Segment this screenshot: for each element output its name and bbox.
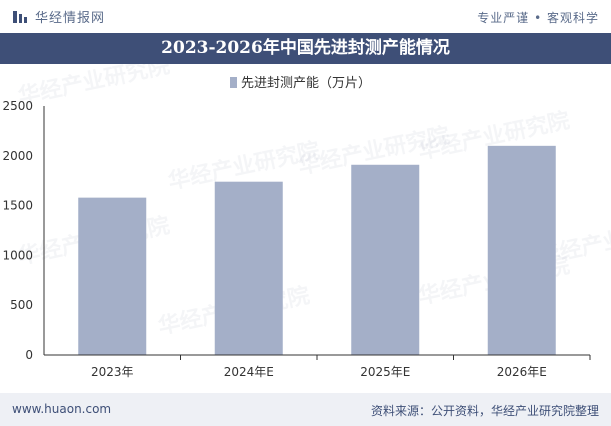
y-tick-label: 2000 <box>2 149 33 163</box>
footer-source: 资料来源：公开资料，华经产业研究院整理 <box>370 404 599 418</box>
slogan: 专业严谨 • 客观科学 <box>477 11 599 25</box>
legend-swatch <box>230 77 237 88</box>
footer-site: www.huaon.com <box>12 402 112 416</box>
x-tick-label: 2023年 <box>91 365 134 379</box>
brand: 华经情报网 <box>12 7 105 26</box>
x-tick-label: 2025年E <box>360 365 410 379</box>
bar-chart: 华经产业研究院华经产业研究院华经产业研究院华经产业研究院华经产业研究院华经产业研… <box>2 64 611 379</box>
bar <box>487 145 556 355</box>
x-tick-label: 2026年E <box>497 365 547 379</box>
y-tick-label: 2500 <box>2 99 33 113</box>
bar <box>351 164 420 355</box>
brand-logo-icon <box>13 10 27 23</box>
bar <box>78 197 147 355</box>
title-bar: 2023-2026年中国先进封测产能情况 <box>0 33 611 64</box>
y-tick-label: 1500 <box>2 199 33 213</box>
chart-title: 2023-2026年中国先进封测产能情况 <box>161 38 450 58</box>
y-tick-label: 500 <box>10 298 33 312</box>
top-bar: 华经情报网 专业严谨 • 客观科学 <box>0 0 611 32</box>
y-tick-label: 1000 <box>2 248 33 262</box>
watermark-text: 华经产业研究院 <box>16 64 172 110</box>
x-tick-label: 2024年E <box>224 365 274 379</box>
bar <box>214 181 283 355</box>
y-tick-label: 0 <box>25 348 33 362</box>
footer: www.huaon.com 资料来源：公开资料，华经产业研究院整理 <box>0 393 611 426</box>
brand-name: 华经情报网 <box>35 11 106 26</box>
legend-label: 先进封测产能（万片） <box>241 76 371 91</box>
